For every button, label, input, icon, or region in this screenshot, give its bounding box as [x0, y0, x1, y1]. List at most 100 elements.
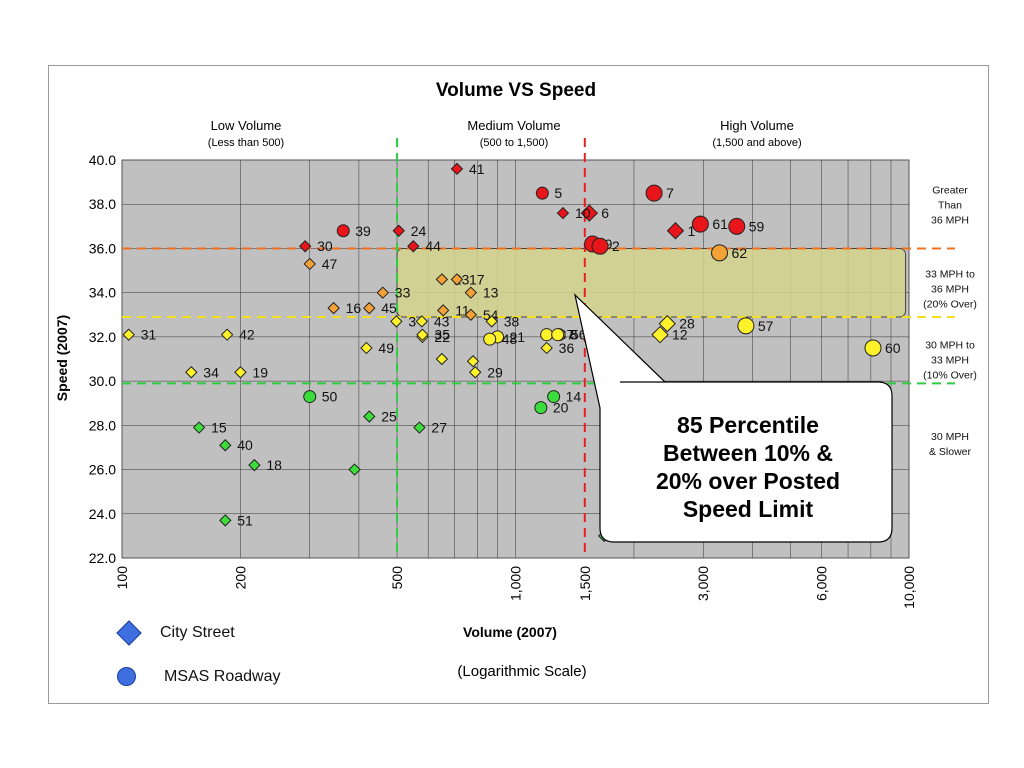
data-label: 16 [346, 300, 362, 316]
band-high-title: High Volume [720, 118, 794, 133]
y-tick-label: 24.0 [89, 506, 116, 522]
y-axis: 22.0 24.0 26.0 28.0 30.0 32.0 34.0 36.0 38.0 40.0 [89, 152, 116, 566]
data-point-diamond [390, 315, 403, 328]
y-tick-label: 38.0 [89, 196, 116, 212]
data-point-diamond [219, 439, 232, 452]
data-label: 50 [322, 389, 338, 405]
speed-band-label: 30 MPH to [925, 339, 975, 351]
y-tick-label: 28.0 [89, 417, 116, 433]
data-point-diamond [666, 222, 685, 240]
data-label: 30 [317, 238, 333, 254]
data-point-diamond [435, 352, 449, 366]
legend-label: City Street [160, 624, 235, 641]
data-point-diamond [469, 366, 482, 379]
data-label: 41 [469, 161, 485, 177]
legend-label: MSAS Roadway [164, 667, 281, 685]
data-point-diamond [416, 328, 429, 341]
data-point-diamond [192, 421, 206, 434]
y-axis-title: Speed (2007) [54, 315, 70, 401]
data-label: 1 [687, 223, 695, 239]
x-tick-label: 6,000 [814, 566, 830, 601]
data-label: 6 [601, 205, 609, 221]
data-label: 38 [504, 313, 520, 329]
data-label: 40 [237, 437, 253, 453]
data-label: 42 [239, 327, 255, 343]
y-tick-label: 22.0 [89, 550, 116, 566]
data-label: 44 [425, 238, 441, 254]
data-label: 28 [679, 316, 695, 332]
data-point-diamond [450, 162, 464, 176]
data-label: 5 [554, 185, 562, 201]
data-label: 2 [612, 238, 620, 254]
band-high-subtitle: (1,500 and above) [712, 137, 801, 149]
data-label: 9 [605, 236, 613, 252]
y-tick-label: 40.0 [89, 152, 116, 168]
data-point-diamond [415, 315, 429, 328]
data-point-diamond [220, 328, 234, 341]
data-label: 19 [252, 364, 268, 380]
data-point-diamond [436, 304, 450, 317]
data-label: 12 [672, 327, 688, 343]
speed-band-label: (10% Over) [923, 369, 977, 381]
data-point-circle [551, 328, 565, 342]
data-point-circle [534, 401, 548, 415]
band-low-title: Low Volume [211, 118, 282, 133]
circle-icon [117, 667, 136, 686]
x-tick-label: 200 [232, 566, 248, 590]
band-medium-subtitle: (500 to 1,500) [480, 137, 549, 149]
chart-title: Volume VS Speed [436, 80, 596, 101]
speed-band-label: 36 MPH [931, 284, 969, 296]
data-label: 3 [408, 313, 416, 329]
data-point-diamond [435, 273, 449, 286]
data-point-diamond [485, 315, 498, 328]
data-points: 4156107611599239243044476233164523171311… [122, 161, 901, 543]
data-point-diamond [363, 410, 376, 423]
data-point-diamond [327, 301, 340, 315]
speed-band-label: 36 MPH [931, 215, 969, 227]
data-point-diamond [407, 240, 420, 253]
data-point-circle [645, 184, 663, 202]
data-label: 51 [237, 512, 253, 528]
data-label: 47 [322, 256, 338, 272]
y-tick-label: 34.0 [89, 285, 116, 301]
speed-band-label: (20% Over) [923, 299, 977, 311]
data-label: 21 [509, 329, 525, 345]
data-label: 8 [570, 327, 578, 343]
speed-band-labels: Greater Than 36 MPH 33 MPH to 36 MPH (20% Ove… [923, 185, 977, 458]
data-label: 10 [575, 205, 591, 221]
data-point-diamond [303, 257, 316, 271]
data-point-diamond [122, 328, 135, 341]
data-label: 29 [487, 364, 503, 380]
data-label: 34 [203, 364, 219, 380]
data-point-diamond [360, 341, 373, 355]
x-tick-label: 500 [389, 566, 405, 590]
data-point-diamond [556, 206, 570, 220]
data-point-diamond [450, 273, 464, 286]
x-axis: 100 200 500 1,000 1,500 3,000 6,000 10,000 [114, 566, 917, 609]
data-label: 39 [355, 223, 371, 239]
data-point-diamond [580, 204, 598, 222]
callout-text: 85 Percentile Between 10% & 20% over Pos… [655, 412, 841, 522]
data-label: 57 [758, 318, 774, 334]
data-label: 59 [749, 218, 765, 234]
data-label: 22 [434, 329, 450, 345]
speed-band-label: & Slower [929, 446, 972, 458]
band-low-subtitle: (Less than 500) [208, 137, 284, 149]
data-point-circle [547, 390, 561, 404]
data-label: 33 [395, 285, 411, 301]
data-point-diamond [540, 341, 553, 355]
data-point-circle [864, 339, 882, 357]
data-point-circle [691, 215, 709, 233]
data-label: 35 [434, 327, 450, 343]
legend-item-msas-roadway: MSAS Roadway [117, 667, 281, 686]
data-label: 14 [566, 389, 582, 405]
data-point-circle [737, 317, 755, 335]
data-label: 31 [141, 327, 157, 343]
data-point-diamond [651, 325, 669, 344]
data-point-diamond [376, 286, 390, 299]
speed-band-label: 33 MPH to [925, 269, 975, 281]
y-tick-label: 32.0 [89, 329, 116, 345]
data-label: 62 [732, 245, 748, 261]
data-point-diamond [464, 286, 478, 299]
